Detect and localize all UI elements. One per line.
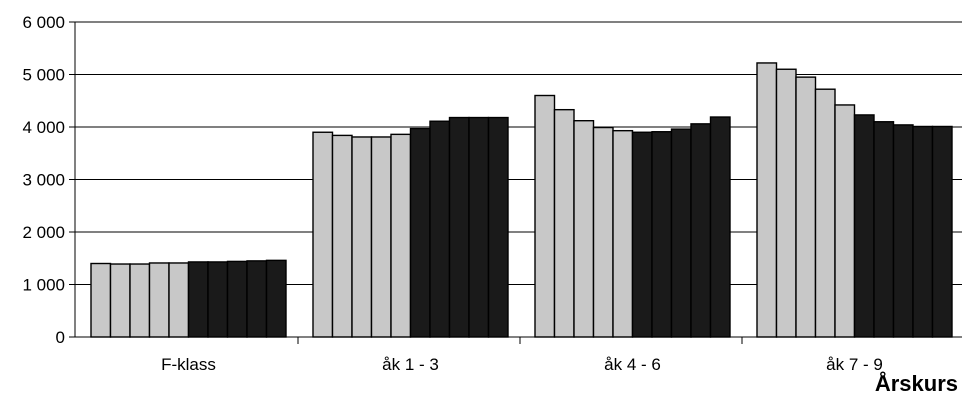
y-axis-ticks: 0 1 000 2 000 3 000 4 000 5 000 6 000 xyxy=(22,13,75,347)
bar xyxy=(592,126,614,338)
bar xyxy=(853,114,875,338)
bar xyxy=(226,260,248,338)
bar xyxy=(756,62,778,338)
bar xyxy=(709,116,731,338)
x-tick-label: åk 4 - 6 xyxy=(604,355,661,374)
bar xyxy=(468,116,490,338)
bar xyxy=(390,133,412,338)
bar xyxy=(265,259,287,338)
y-tick-label: 4 000 xyxy=(22,118,65,137)
bar xyxy=(775,68,797,338)
bar xyxy=(370,136,392,338)
bar xyxy=(448,116,470,338)
bar xyxy=(912,125,934,338)
bar xyxy=(148,262,170,338)
x-axis-title: Årskurs xyxy=(875,370,958,394)
bar xyxy=(246,260,268,338)
y-tick-label: 3 000 xyxy=(22,171,65,190)
bar xyxy=(795,76,817,338)
x-axis-ticks: F-klass åk 1 - 3 åk 4 - 6 åk 7 - 9 xyxy=(161,337,883,374)
y-tick-label: 0 xyxy=(56,328,65,347)
bar xyxy=(351,136,373,338)
bars xyxy=(90,62,953,338)
bar xyxy=(873,121,895,338)
bar xyxy=(612,129,634,338)
bar xyxy=(670,128,692,338)
bar xyxy=(429,120,451,338)
bar xyxy=(168,262,190,338)
bar xyxy=(109,263,131,338)
bar xyxy=(553,108,575,338)
bar xyxy=(312,131,334,338)
bar xyxy=(534,94,556,338)
bar xyxy=(814,88,836,338)
bar xyxy=(187,261,209,338)
y-tick-label: 5 000 xyxy=(22,66,65,85)
bar xyxy=(487,116,509,338)
y-tick-label: 6 000 xyxy=(22,13,65,32)
bar xyxy=(129,263,151,338)
bar xyxy=(573,119,595,338)
bar xyxy=(834,104,856,338)
bar xyxy=(651,131,673,338)
bar xyxy=(892,124,914,338)
x-tick-label: F-klass xyxy=(161,355,216,374)
bar xyxy=(90,262,112,338)
y-tick-label: 1 000 xyxy=(22,276,65,295)
bar xyxy=(690,123,712,338)
bar xyxy=(331,134,353,338)
bar xyxy=(931,125,953,338)
x-tick-label: åk 1 - 3 xyxy=(382,355,439,374)
bar xyxy=(409,127,431,338)
y-tick-label: 2 000 xyxy=(22,223,65,242)
x-tick-label: åk 7 - 9 xyxy=(826,355,883,374)
bar xyxy=(631,131,653,338)
bar xyxy=(207,261,229,338)
